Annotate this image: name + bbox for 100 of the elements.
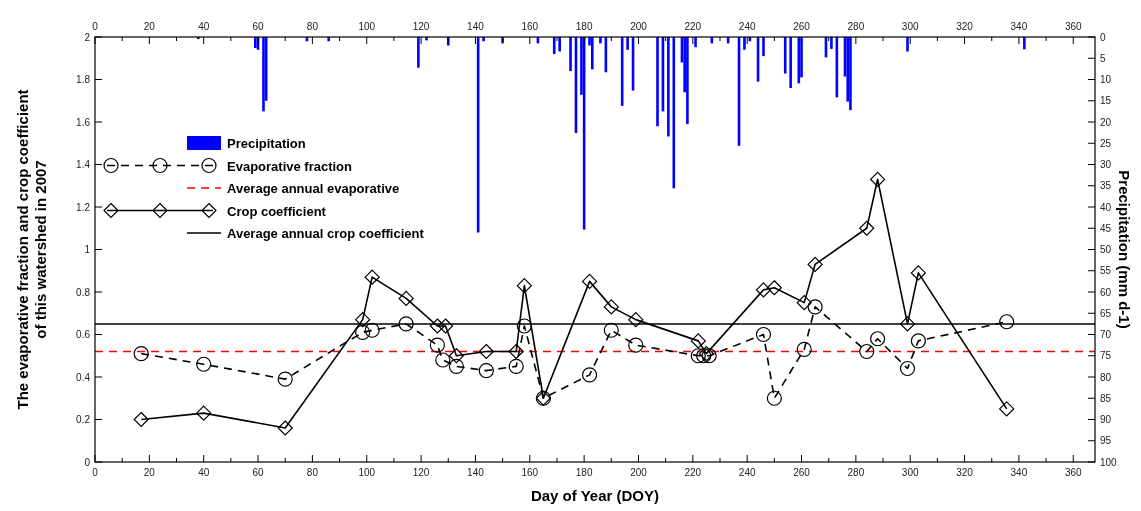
bar — [789, 37, 792, 88]
x2-tick-label: 180 — [575, 21, 593, 32]
y2-tick-label: 80 — [1100, 371, 1112, 383]
y2-tick-label: 5 — [1100, 52, 1106, 64]
point — [870, 331, 886, 347]
x2-tick-label: 300 — [901, 21, 919, 32]
point — [859, 220, 875, 236]
x-tick-label: 0 — [92, 467, 99, 478]
bar — [446, 37, 450, 46]
point — [277, 371, 293, 387]
y2-tick-label: 25 — [1100, 137, 1112, 149]
x2-tick-label: 80 — [306, 21, 319, 32]
y-tick-label: 1.8 — [76, 74, 91, 85]
bar — [906, 37, 909, 52]
point — [581, 273, 598, 289]
point — [603, 299, 619, 315]
bar — [686, 37, 689, 125]
point — [364, 322, 380, 338]
bar — [417, 37, 420, 68]
point — [859, 343, 875, 360]
y2-tick-label: 50 — [1100, 244, 1112, 255]
x2-tick-label: 40 — [198, 21, 210, 32]
point — [133, 346, 149, 362]
point — [755, 326, 772, 343]
x2-tick-label: 320 — [956, 21, 974, 32]
bar — [849, 37, 852, 111]
point — [690, 348, 706, 364]
x-tick-label: 20 — [143, 467, 156, 478]
point — [999, 314, 1015, 330]
y2-axis-title: Precipitation (mm d-1) — [1116, 170, 1133, 329]
x2-tick-label: 260 — [793, 21, 811, 32]
bar — [558, 37, 561, 52]
x2-tick-label: 280 — [847, 21, 865, 32]
x2-tick-label: 160 — [521, 21, 539, 32]
point — [516, 278, 532, 294]
point — [196, 405, 212, 421]
y2-tick-label: 70 — [1100, 329, 1112, 340]
point — [999, 401, 1015, 417]
point — [196, 356, 212, 372]
point — [398, 290, 414, 306]
point — [766, 280, 782, 296]
y2-tick-label: 85 — [1100, 392, 1112, 404]
y-tick-label: 1.4 — [76, 159, 91, 170]
y2-tick-label: 40 — [1100, 201, 1112, 213]
x2-tick-label: 0 — [92, 21, 99, 32]
bar — [590, 37, 594, 70]
x-tick-label: 300 — [901, 467, 919, 478]
x-tick-label: 240 — [738, 467, 756, 478]
legend-label: Precipitation — [227, 136, 306, 151]
point — [755, 282, 772, 298]
bar — [783, 37, 787, 74]
point — [429, 318, 445, 334]
x2-tick-label: 360 — [1064, 21, 1083, 32]
point — [603, 322, 619, 338]
point — [516, 318, 532, 334]
y-tick-label: 1.2 — [76, 201, 91, 213]
x2-tick-label: 120 — [412, 21, 430, 32]
y2-tick-label: 15 — [1100, 95, 1112, 107]
x2-tick-label: 20 — [143, 21, 156, 32]
x2-tick-label: 340 — [1010, 21, 1028, 32]
y2-tick-label: 95 — [1100, 435, 1112, 447]
point — [796, 341, 812, 357]
x-tick-label: 140 — [467, 467, 485, 478]
x-tick-label: 360 — [1064, 467, 1083, 478]
x-tick-label: 200 — [630, 467, 648, 478]
x-axis-title: Day of Year (DOY) — [530, 487, 660, 504]
point — [508, 358, 524, 374]
y2-tick-label: 45 — [1100, 222, 1112, 234]
point — [899, 360, 916, 377]
x-tick-label: 100 — [358, 467, 376, 478]
point — [355, 324, 371, 340]
point — [796, 295, 812, 311]
point — [437, 318, 454, 334]
legend-label: Average annual crop coefficient — [227, 226, 425, 241]
y2-tick-label: 55 — [1100, 265, 1112, 277]
legend-label: Crop coefficient — [227, 203, 327, 219]
point — [478, 343, 494, 360]
y2-tick-label: 10 — [1100, 74, 1112, 85]
x-tick-label: 280 — [847, 467, 865, 478]
x2-tick-label: 140 — [467, 21, 485, 32]
x2-tick-label: 220 — [684, 21, 702, 32]
bar — [262, 37, 265, 112]
point — [899, 316, 916, 332]
point — [628, 312, 644, 328]
legend-label: Evaporative fraction — [227, 158, 353, 174]
point — [690, 333, 706, 349]
point — [807, 299, 823, 315]
x-tick-label: 160 — [521, 467, 539, 478]
y-tick-label: 1 — [84, 244, 91, 255]
bar — [1023, 37, 1026, 50]
point — [448, 348, 465, 364]
point — [910, 333, 926, 349]
point — [398, 316, 414, 332]
bar — [830, 37, 833, 49]
x2-tick-label: 240 — [738, 21, 756, 32]
point — [364, 269, 380, 285]
x-tick-label: 340 — [1010, 467, 1028, 478]
y2-tick-label: 0 — [1100, 31, 1106, 43]
y2-tick-label: 100 — [1100, 456, 1118, 468]
y2-tick-label: 30 — [1100, 159, 1112, 170]
